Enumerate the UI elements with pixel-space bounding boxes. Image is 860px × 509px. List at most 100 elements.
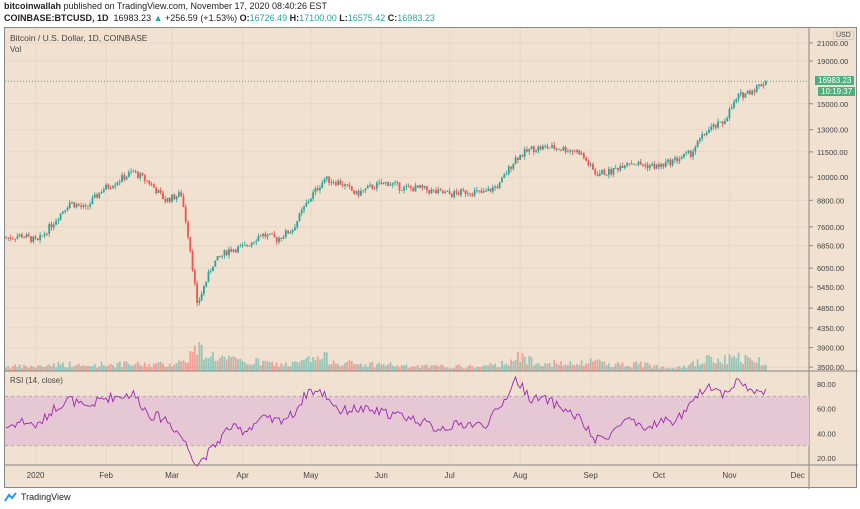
time-tick: Oct	[653, 471, 666, 480]
volume-bar	[410, 366, 412, 371]
candle-body	[530, 146, 533, 149]
candle-body	[289, 232, 292, 234]
candle-body	[714, 124, 717, 128]
candle-body	[203, 286, 205, 294]
volume-bar	[164, 366, 167, 371]
volume-bar	[580, 360, 583, 371]
candle-body	[548, 147, 551, 149]
candle-body	[21, 234, 23, 238]
candle-body	[50, 224, 53, 228]
candle-body	[735, 99, 738, 102]
candle-body	[578, 150, 581, 155]
candle-body	[275, 237, 278, 242]
volume-bar	[91, 366, 94, 371]
candle-body	[241, 244, 244, 246]
candle-body	[730, 107, 733, 110]
tradingview-logo[interactable]: TradingView	[4, 492, 71, 502]
candle-body	[701, 134, 704, 139]
symbol-info: COINBASE:BTCUSD, 1D 16983.23 ▲ +256.59 (…	[4, 13, 435, 23]
volume-bar	[73, 366, 76, 371]
volume-bar	[89, 365, 92, 371]
volume-bar	[758, 357, 760, 371]
volume-bar	[246, 364, 249, 371]
chart-canvas[interactable]: 2020 Feb Mar Apr May Jun Jul Aug Sep Oct Nov Dec 210…	[5, 28, 858, 489]
candle-body	[466, 193, 469, 195]
volume-bar	[464, 368, 467, 371]
candle-body	[689, 150, 692, 157]
candle-body	[744, 93, 747, 98]
volume-bar	[662, 366, 665, 371]
open-label: O:	[239, 13, 250, 23]
volume-bar	[87, 366, 89, 371]
low-value: 16575.42	[347, 13, 386, 23]
volume-bar	[737, 352, 740, 371]
volume-bar	[121, 367, 123, 371]
volume-bar	[294, 361, 296, 371]
volume-bar	[680, 367, 683, 371]
volume-bar	[239, 358, 242, 371]
candle-body	[257, 235, 260, 241]
candle-body	[375, 182, 378, 189]
chart-frame[interactable]: 2020 Feb Mar Apr May Jun Jul Aug Sep Oct Nov Dec 210…	[4, 27, 858, 489]
volume-bar	[328, 364, 330, 371]
candle-body	[27, 234, 30, 237]
candle-body	[107, 184, 110, 189]
candle-body	[703, 134, 706, 135]
time-tick: Jul	[445, 471, 455, 480]
candle-body	[271, 233, 274, 235]
candle-body	[187, 221, 189, 238]
candle-body	[389, 184, 392, 186]
volume-bar	[344, 363, 346, 371]
candle-body	[394, 182, 396, 184]
volume-bar	[184, 362, 187, 371]
volume-bar	[316, 356, 319, 371]
candle-body	[651, 163, 653, 166]
volume-bar	[739, 362, 742, 371]
candle-body	[207, 271, 210, 282]
candle-body	[498, 182, 501, 189]
candle-body	[721, 121, 724, 124]
candle-body	[93, 194, 96, 198]
volume-bar	[66, 367, 69, 371]
volume-bar	[319, 359, 321, 371]
volume-bar	[225, 359, 228, 371]
candle-body	[155, 187, 158, 194]
candle-body	[626, 163, 628, 166]
candle-body	[598, 173, 601, 176]
candle-body	[764, 81, 767, 86]
author[interactable]: bitcoinwallah	[4, 1, 62, 11]
candle-body	[309, 198, 312, 202]
candle-body	[623, 165, 626, 168]
candle-body	[362, 190, 365, 191]
candle-body	[544, 146, 547, 147]
volume-bar	[259, 365, 262, 371]
volume-bar	[364, 364, 367, 371]
candle-body	[546, 146, 549, 149]
volume-bar	[505, 363, 508, 371]
volume-bar	[501, 360, 503, 371]
candle-body	[5, 237, 7, 239]
candle-body	[323, 179, 326, 183]
symbol: COINBASE:BTCUSD, 1D	[4, 13, 109, 23]
candle-body	[366, 185, 369, 189]
volume-bar	[491, 364, 494, 371]
currency-button[interactable]: USD	[833, 31, 854, 40]
candle-body	[189, 237, 192, 252]
candle-body	[576, 150, 578, 152]
candle-body	[344, 184, 346, 186]
time-tick: Feb	[99, 471, 113, 480]
candle-body	[378, 182, 380, 184]
volume-bar	[46, 365, 48, 371]
candle-body	[455, 191, 458, 193]
candle-body	[639, 161, 642, 165]
volume-bar	[157, 362, 160, 371]
candle-body	[84, 205, 87, 206]
volume-bar	[498, 367, 501, 371]
volume-bar	[717, 358, 719, 371]
volume-bar	[503, 364, 506, 371]
volume-bar	[553, 359, 556, 371]
volume-bar	[203, 359, 205, 371]
volume-bar	[516, 352, 519, 371]
candle-body	[11, 238, 14, 240]
volume-bar	[539, 365, 542, 371]
